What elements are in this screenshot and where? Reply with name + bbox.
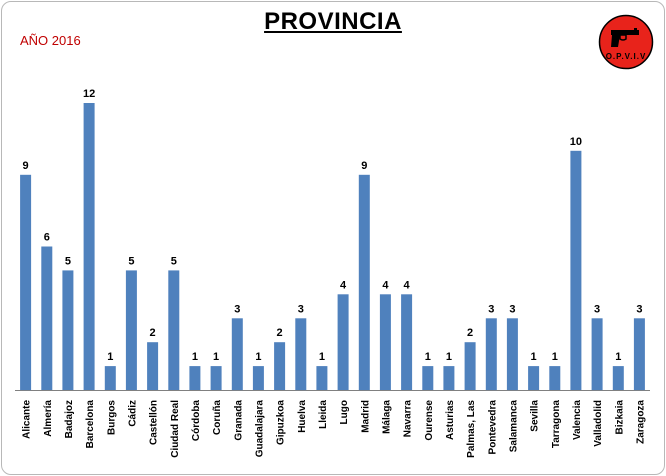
category-label: Asturias	[445, 400, 456, 440]
bar	[295, 318, 307, 391]
chart-title: PROVINCIA	[264, 8, 402, 35]
bar	[485, 318, 497, 391]
data-label: 1	[531, 351, 537, 363]
data-label: 1	[425, 351, 431, 363]
data-label: 3	[234, 303, 240, 315]
bar	[147, 342, 159, 390]
bar	[422, 366, 434, 390]
category-label: Guadalajara	[254, 400, 265, 458]
category-label: Castellón	[149, 400, 160, 445]
bar	[528, 366, 540, 390]
bar	[83, 103, 95, 390]
data-label: 1	[319, 351, 325, 363]
category-label: Coruña	[212, 400, 223, 435]
bar	[189, 366, 201, 390]
data-label: 1	[107, 351, 113, 363]
data-label: 3	[509, 303, 515, 315]
category-label: Málaga	[381, 400, 392, 434]
data-label: 3	[298, 303, 304, 315]
bar	[337, 294, 349, 390]
opviv-logo-icon: O.P.V.I.V	[598, 14, 654, 70]
year-label: AÑO 2016	[20, 33, 81, 48]
data-label: 1	[213, 351, 219, 363]
data-label: 2	[277, 327, 283, 339]
bar	[168, 270, 180, 390]
bar	[506, 318, 518, 391]
bar	[41, 246, 53, 390]
bar	[104, 366, 116, 390]
category-label: Alicante	[22, 400, 33, 439]
bar	[274, 342, 286, 390]
data-label: 5	[65, 255, 71, 267]
bar	[62, 270, 74, 390]
bar	[570, 150, 582, 390]
category-label: Sevilla	[530, 400, 541, 432]
data-label: 1	[255, 351, 261, 363]
category-label: Madrid	[360, 400, 371, 433]
data-label: 3	[636, 303, 642, 315]
data-label: 1	[615, 351, 621, 363]
category-label: Navarra	[403, 400, 414, 438]
bar	[125, 270, 137, 390]
category-label: Cádiz	[127, 400, 138, 427]
category-label: Salamanca	[508, 400, 519, 453]
category-label: Zaragoza	[635, 400, 646, 444]
category-label: Huelva	[297, 400, 308, 433]
bar	[464, 342, 476, 390]
pistol-icon	[611, 28, 639, 47]
data-label: 10	[570, 136, 582, 148]
svg-text:O.P.V.I.V: O.P.V.I.V	[606, 52, 647, 61]
data-label: 5	[128, 255, 134, 267]
data-label: 1	[192, 351, 198, 363]
bar	[231, 318, 243, 391]
category-label: Lleida	[318, 400, 329, 429]
bar	[358, 174, 370, 391]
bar	[591, 318, 603, 391]
data-label: 3	[488, 303, 494, 315]
data-label: 3	[594, 303, 600, 315]
bar	[316, 366, 328, 390]
category-label: Córdoba	[191, 400, 202, 442]
data-label: 4	[382, 279, 389, 291]
data-label: 9	[361, 160, 367, 172]
data-label: 2	[150, 327, 156, 339]
bar	[549, 366, 561, 390]
category-label: Tarragona	[551, 400, 562, 449]
category-label: Lugo	[339, 400, 350, 424]
category-label: Almería	[43, 400, 54, 437]
category-label: Ourense	[424, 400, 435, 441]
data-label: 1	[552, 351, 558, 363]
bar	[401, 294, 413, 390]
category-label: Valladolid	[593, 400, 604, 447]
category-label: Granada	[233, 400, 244, 441]
bar	[252, 366, 264, 390]
data-label: 4	[340, 279, 347, 291]
data-label: 12	[83, 88, 95, 100]
category-label: Valencia	[572, 400, 583, 440]
data-label: 6	[44, 232, 50, 244]
bar	[633, 318, 645, 391]
data-label: 4	[404, 279, 411, 291]
data-label: 2	[467, 327, 473, 339]
category-label: Palmas, Las	[466, 400, 477, 458]
bar	[379, 294, 391, 390]
category-label: Pontevedra	[487, 400, 498, 455]
category-label: Gipuzkoa	[276, 400, 287, 445]
bar	[443, 366, 455, 390]
category-label: Bizkaia	[614, 400, 625, 435]
category-label: Ciudad Real	[170, 400, 181, 458]
data-label: 5	[171, 255, 177, 267]
category-label: Badajoz	[64, 400, 75, 438]
bar	[612, 366, 624, 390]
category-label: Barcelona	[85, 400, 96, 449]
category-label: Burgos	[106, 400, 117, 435]
data-label: 9	[23, 160, 29, 172]
bar	[20, 174, 32, 391]
bar	[210, 366, 222, 390]
data-label: 1	[446, 351, 452, 363]
